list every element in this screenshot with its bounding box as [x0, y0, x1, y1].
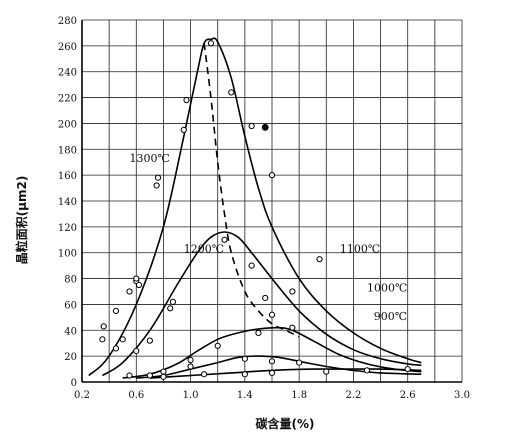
- data-point-900: [160, 373, 167, 380]
- data-point-1300: [153, 182, 160, 189]
- series-curve-1000: [136, 355, 422, 379]
- y-tick-label: 200: [58, 119, 77, 130]
- series-label: 1200℃: [184, 243, 224, 256]
- data-point-1200: [135, 281, 143, 289]
- series-curve-1200: [101, 231, 422, 377]
- data-point-1000: [296, 359, 303, 366]
- y-tick-label: 20: [64, 352, 77, 363]
- data-point-900: [404, 365, 411, 373]
- data-point-1300: [133, 275, 140, 282]
- x-tick-label: 3.0: [454, 390, 470, 401]
- y-tick-labels: 0 20 40 60 80 100 120 140 160 180 200 220 240 260 280: [58, 16, 77, 389]
- data-point-1300: [268, 172, 276, 179]
- y-tick-label: 100: [58, 249, 77, 260]
- y-tick-label: 220: [58, 94, 77, 105]
- data-point-1200: [289, 288, 296, 295]
- data-point-1300: [100, 323, 107, 330]
- series-label: 1300℃: [130, 152, 170, 165]
- data-point-1000: [187, 363, 194, 370]
- data-point-1200: [268, 311, 276, 318]
- y-tick-label: 0: [71, 378, 77, 389]
- x-tick-label: 0.2: [74, 390, 90, 401]
- data-point-1200: [316, 256, 323, 263]
- series-label: 900℃: [374, 310, 407, 323]
- y-tick-label: 160: [58, 171, 77, 182]
- data-point-1200: [133, 347, 140, 355]
- y-axis-title: 晶粒面积(μm2): [14, 176, 29, 265]
- y-tick-label: 140: [58, 197, 77, 208]
- series-curve-dashed: [203, 43, 300, 338]
- y-tick-label: 240: [58, 68, 77, 79]
- data-point-1200: [221, 236, 228, 243]
- y-tick-label: 280: [58, 16, 77, 27]
- y-tick-label: 40: [64, 326, 77, 337]
- data-point-1100: [214, 342, 221, 349]
- series-annotations: 1300℃ 1200℃ 1100℃ 1000℃ 900℃: [130, 152, 408, 323]
- data-point-1300: [180, 126, 187, 133]
- data-point-1200: [167, 305, 174, 312]
- data-point-1200: [248, 262, 255, 269]
- axes: [81, 20, 462, 383]
- series-curve-1300: [88, 37, 422, 377]
- data-point-900: [126, 372, 133, 379]
- data-point-900: [268, 369, 276, 377]
- x-axis-title: 碳含量(%): [256, 416, 315, 431]
- x-tick-label: 1.0: [183, 390, 199, 401]
- series-curves: [88, 37, 422, 379]
- data-point-1200: [169, 298, 177, 305]
- data-point-1000: [241, 355, 248, 362]
- y-tick-label: 60: [64, 300, 77, 311]
- data-point-1200: [112, 345, 120, 352]
- y-tick-label: 120: [58, 223, 77, 234]
- x-tick-label: 1.8: [291, 390, 307, 401]
- x-tick-label: 0.6: [128, 390, 144, 401]
- data-point-900: [323, 368, 330, 375]
- x-tick-label: 1.4: [237, 390, 253, 401]
- data-point-1300: [126, 288, 133, 295]
- data-point-1200: [146, 337, 153, 344]
- data-point-1300: [99, 336, 106, 343]
- y-tick-label: 180: [58, 145, 77, 156]
- data-point-1000: [268, 358, 276, 365]
- data-point-1300: [119, 336, 126, 343]
- series-label: 1000℃: [367, 282, 407, 295]
- data-point-1300: [248, 122, 255, 130]
- data-point-1000: [146, 372, 153, 379]
- data-point-1300: [154, 174, 162, 181]
- series-points: [99, 40, 411, 380]
- x-tick-label: 2.2: [345, 390, 361, 401]
- series-curve-1100: [122, 326, 422, 379]
- data-point-900: [363, 367, 371, 374]
- data-point-1100: [187, 356, 194, 364]
- data-point-1200: [262, 294, 269, 302]
- x-tick-label: 2.6: [400, 390, 416, 401]
- data-point-filled-1300: [261, 123, 269, 131]
- data-point-900: [201, 371, 208, 378]
- y-tick-label: 80: [64, 275, 77, 286]
- data-point-1100: [255, 329, 262, 336]
- series-curve-900: [149, 368, 422, 379]
- data-point-900: [241, 371, 248, 378]
- data-point-1300: [183, 97, 190, 104]
- x-tick-labels: 0.2 0.6 1.0 1.4 1.8 2.2 2.6 3.0: [74, 390, 470, 401]
- series-label: 1100℃: [340, 243, 380, 256]
- data-point-1300: [228, 89, 235, 96]
- data-point-1100: [160, 368, 167, 375]
- data-point-1300: [112, 307, 120, 314]
- y-tick-label: 260: [58, 42, 77, 53]
- data-point-1300: [207, 40, 215, 47]
- data-point-1100: [289, 324, 296, 331]
